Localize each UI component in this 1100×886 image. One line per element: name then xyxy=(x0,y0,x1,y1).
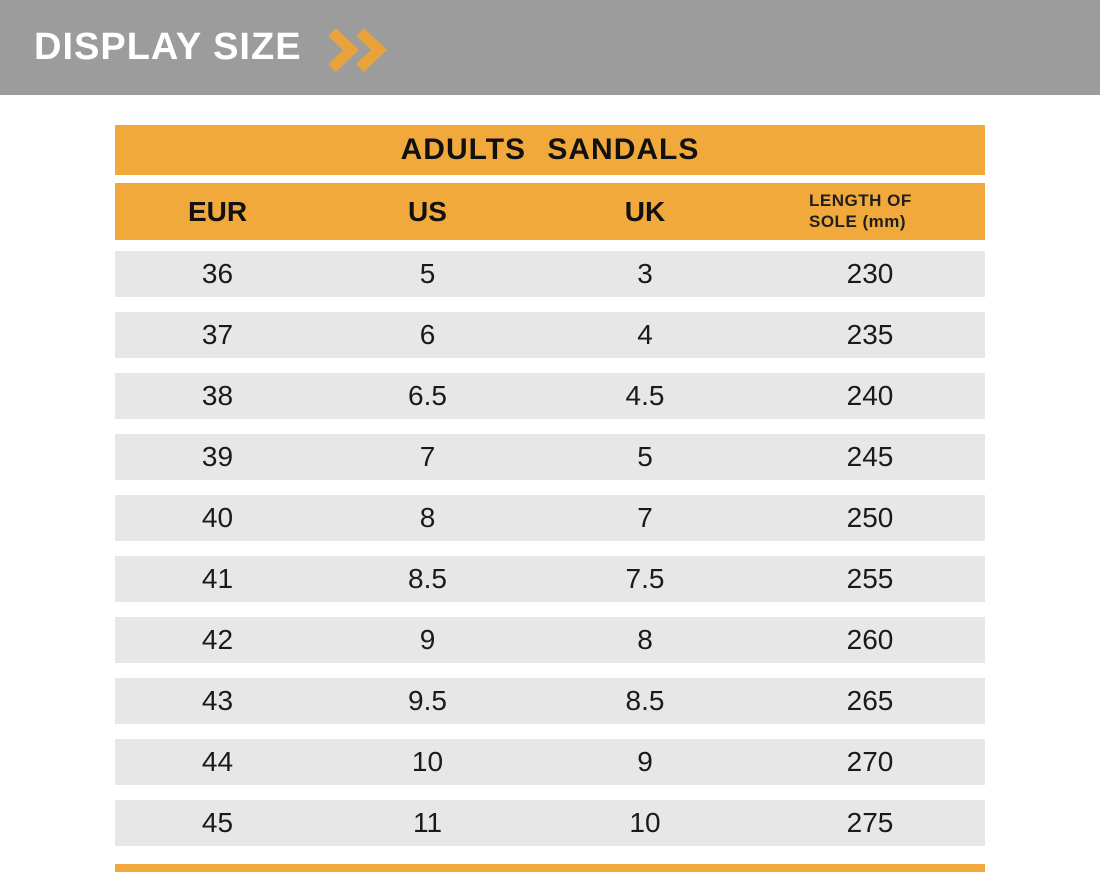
cell-us: 9 xyxy=(419,624,436,655)
column-header-eur: EUR xyxy=(187,195,248,227)
cell-uk: 4 xyxy=(637,319,653,350)
cell-uk: 5 xyxy=(637,441,653,472)
cell-length: 230 xyxy=(846,258,894,289)
cell-uk: 3 xyxy=(637,258,653,289)
cell-length: 240 xyxy=(846,380,894,411)
cell-uk: 8.5 xyxy=(625,685,665,716)
cell-eur: 36 xyxy=(201,258,234,289)
length-header-line1: LENGTH OF xyxy=(809,191,912,211)
column-header-uk: UK xyxy=(624,195,666,227)
table-row: 39 7 5 245 xyxy=(115,434,985,480)
cell-length: 255 xyxy=(846,563,894,594)
banner: DISPLAY SIZE xyxy=(0,0,1100,95)
next-table-partial xyxy=(115,864,985,872)
cell-us: 7 xyxy=(419,441,436,472)
cell-uk: 7 xyxy=(637,502,653,533)
length-header-line2: SOLE (mm) xyxy=(809,211,907,231)
table-row: 36 5 3 230 xyxy=(115,251,985,297)
cell-us: 11 xyxy=(412,807,443,838)
column-header-length-of-sole: LENGTH OF SOLE (mm) xyxy=(755,191,985,232)
cell-length: 250 xyxy=(846,502,894,533)
double-chevron-right-icon xyxy=(327,27,387,72)
cell-us: 5 xyxy=(419,258,436,289)
table-title: ADULTS SANDALS xyxy=(115,125,985,175)
table-body: 36 5 3 230 37 6 4 235 38 6.5 4.5 240 39 7 5 245 40 8 7 250 4… xyxy=(115,251,985,846)
cell-us: 6 xyxy=(419,319,436,350)
cell-eur: 44 xyxy=(201,746,234,777)
cell-eur: 39 xyxy=(201,441,234,472)
cell-eur: 42 xyxy=(201,624,234,655)
cell-length: 275 xyxy=(846,807,894,838)
table-row: 40 8 7 250 xyxy=(115,495,985,541)
table-row: 37 6 4 235 xyxy=(115,312,985,358)
table-header-row: EUR US UK LENGTH OF SOLE (mm) xyxy=(115,183,985,240)
cell-eur: 38 xyxy=(201,380,234,411)
table-row: 45 11 10 275 xyxy=(115,800,985,846)
cell-length: 270 xyxy=(846,746,894,777)
table-row: 41 8.5 7.5 255 xyxy=(115,556,985,602)
cell-eur: 37 xyxy=(201,319,234,350)
cell-uk: 9 xyxy=(637,746,653,777)
cell-eur: 45 xyxy=(201,807,234,838)
cell-length: 260 xyxy=(846,624,894,655)
cell-us: 10 xyxy=(411,746,444,777)
cell-length: 245 xyxy=(846,441,894,472)
cell-us: 8 xyxy=(419,502,436,533)
cell-length: 235 xyxy=(846,319,894,350)
table-row: 44 10 9 270 xyxy=(115,739,985,785)
cell-us: 8.5 xyxy=(408,563,447,594)
cell-uk: 8 xyxy=(637,624,653,655)
cell-eur: 40 xyxy=(201,502,234,533)
table-row: 38 6.5 4.5 240 xyxy=(115,373,985,419)
cell-us: 6.5 xyxy=(408,380,447,411)
cell-uk: 7.5 xyxy=(625,563,665,594)
column-header-us: US xyxy=(408,195,447,227)
cell-uk: 10 xyxy=(629,807,661,838)
cell-us: 9.5 xyxy=(408,685,447,716)
cell-eur: 41 xyxy=(201,563,234,594)
banner-title: DISPLAY SIZE xyxy=(34,26,302,68)
cell-length: 265 xyxy=(846,685,894,716)
table-row: 42 9 8 260 xyxy=(115,617,985,663)
cell-uk: 4.5 xyxy=(625,380,665,411)
size-table: ADULTS SANDALS EUR US UK LENGTH OF SOLE … xyxy=(115,125,985,872)
table-row: 43 9.5 8.5 265 xyxy=(115,678,985,724)
cell-eur: 43 xyxy=(201,685,234,716)
